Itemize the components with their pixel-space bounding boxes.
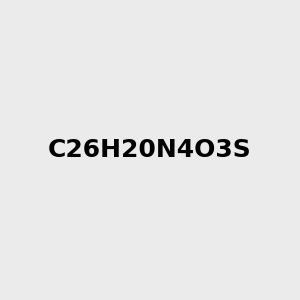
Text: C26H20N4O3S: C26H20N4O3S [48, 138, 252, 162]
